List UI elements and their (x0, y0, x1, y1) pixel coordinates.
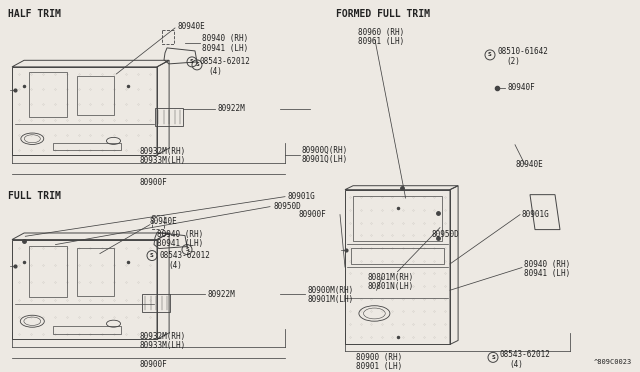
Text: ^809C0023: ^809C0023 (594, 359, 632, 365)
Text: 80801N(LH): 80801N(LH) (368, 282, 414, 291)
Text: 80901G: 80901G (522, 210, 550, 219)
Text: 80900F: 80900F (140, 178, 168, 187)
Text: 80900M(RH): 80900M(RH) (307, 286, 353, 295)
Text: 80950D: 80950D (432, 230, 460, 239)
Text: 80940 (RH): 80940 (RH) (524, 260, 570, 269)
Text: FORMED FULL TRIM: FORMED FULL TRIM (336, 9, 430, 19)
Text: S: S (150, 253, 154, 258)
Text: 80900 (RH): 80900 (RH) (356, 353, 403, 362)
Text: S: S (185, 247, 189, 252)
Text: (2): (2) (506, 57, 520, 66)
Text: 08510-61642: 08510-61642 (497, 47, 548, 57)
Text: 80901 (LH): 80901 (LH) (356, 362, 403, 371)
Text: (4): (4) (208, 67, 222, 76)
Text: 80941 (LH): 80941 (LH) (524, 269, 570, 278)
Text: 80932M(RH): 80932M(RH) (140, 332, 186, 341)
Text: 80941 (LH): 80941 (LH) (157, 239, 204, 248)
Text: 08543-62012: 08543-62012 (500, 350, 551, 359)
Text: 80960 (RH): 80960 (RH) (358, 28, 404, 38)
Text: 80933M(LH): 80933M(LH) (140, 341, 186, 350)
Text: 80901M(LH): 80901M(LH) (307, 295, 353, 304)
Text: 80933M(LH): 80933M(LH) (140, 156, 186, 165)
Text: 80940 (RH): 80940 (RH) (202, 35, 248, 44)
Text: 80950D: 80950D (273, 202, 301, 211)
Text: 80900Q(RH): 80900Q(RH) (302, 146, 348, 155)
Text: 80940F: 80940F (507, 83, 535, 92)
Text: 80940E: 80940E (150, 217, 178, 226)
Text: 80932M(RH): 80932M(RH) (140, 147, 186, 156)
Text: 80900F: 80900F (140, 360, 168, 369)
Text: 80961 (LH): 80961 (LH) (358, 38, 404, 46)
Text: 80941 (LH): 80941 (LH) (202, 44, 248, 54)
Text: 80901G: 80901G (288, 192, 316, 201)
Text: S: S (491, 355, 495, 360)
Text: (4): (4) (168, 261, 182, 270)
Text: 80940 (RH): 80940 (RH) (157, 230, 204, 239)
Text: S: S (190, 60, 194, 64)
Text: 80922M: 80922M (218, 104, 246, 113)
Text: S: S (195, 62, 199, 67)
Text: 80900F: 80900F (298, 210, 326, 219)
Text: HALF TRIM: HALF TRIM (8, 9, 61, 19)
Text: 80901Q(LH): 80901Q(LH) (302, 155, 348, 164)
Text: 80922M: 80922M (208, 290, 236, 299)
Text: 80940E: 80940E (178, 22, 205, 32)
Text: 80801M(RH): 80801M(RH) (368, 273, 414, 282)
Text: (4): (4) (509, 360, 523, 369)
Text: 08543-62012: 08543-62012 (159, 251, 210, 260)
Text: S: S (488, 52, 492, 57)
Text: 08543-62012: 08543-62012 (199, 57, 250, 66)
Text: FULL TRIM: FULL TRIM (8, 191, 61, 201)
Text: 80940E: 80940E (516, 160, 544, 169)
